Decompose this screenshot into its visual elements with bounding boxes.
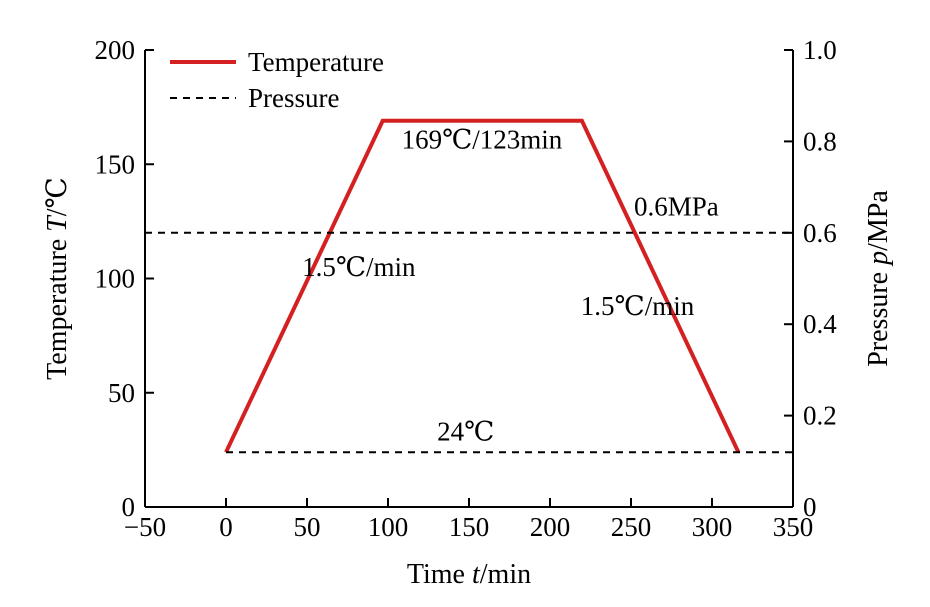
y-left-tick-label: 200 <box>95 35 136 65</box>
x-axis-title: Time t/min <box>407 559 531 590</box>
y-left-axis-title: Temperature T/℃ <box>42 177 73 380</box>
y-right-axis-title: Pressure p/MPa <box>863 190 894 367</box>
x-tick-label: 100 <box>368 512 409 542</box>
y-left-tick-label: 150 <box>95 149 136 179</box>
x-tick-label: 50 <box>294 512 321 542</box>
x-tick-label: 350 <box>773 512 814 542</box>
y-right-tick-label: 0 <box>803 492 817 522</box>
y-left-tick-label: 50 <box>108 378 135 408</box>
legend-label-temperature: Temperature <box>248 47 384 77</box>
y-right-tick-label: 1.0 <box>803 35 837 65</box>
y-left-tick-label: 0 <box>122 492 136 522</box>
y-right-tick-label: 0.2 <box>803 401 837 431</box>
y-right-tick-label: 0.4 <box>803 309 837 339</box>
annotation-label: 0.6MPa <box>634 191 719 221</box>
x-tick-label: 200 <box>530 512 571 542</box>
x-tick-label: 250 <box>611 512 652 542</box>
y-right-tick-label: 0.6 <box>803 218 837 248</box>
annotation-label: 1.5℃/min <box>581 291 695 321</box>
x-tick-label: −50 <box>124 512 166 542</box>
y-right-tick-label: 0.8 <box>803 126 837 156</box>
legend-label-pressure: Pressure <box>248 83 339 113</box>
x-tick-label: 300 <box>692 512 733 542</box>
annotation-label: 1.5℃/min <box>302 252 416 282</box>
annotation-label: 24℃ <box>437 417 494 447</box>
x-tick-label: 0 <box>219 512 233 542</box>
temperature-series-line <box>224 118 741 454</box>
annotation-label: 169℃/123min <box>402 124 563 154</box>
x-tick-label: 150 <box>449 512 490 542</box>
y-left-tick-label: 100 <box>95 264 136 294</box>
